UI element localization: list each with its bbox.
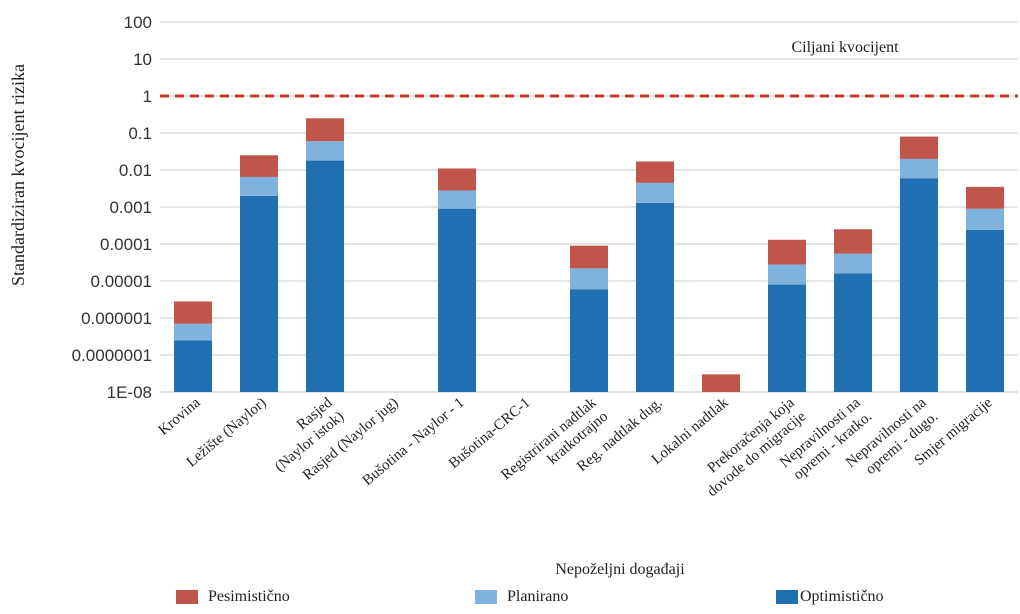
bar-pessimistic [900,136,938,159]
legend-label-planned: Planirano [507,588,569,605]
bar-optimistic [174,340,212,392]
bar-pessimistic [966,186,1004,209]
legend-label-optimistic: Optimistično [800,588,884,605]
y-tick-label: 0.00001 [91,272,152,291]
target-quotient-label: Ciljani kvocijent [791,39,899,56]
bar-planned [900,158,938,179]
bar-optimistic [240,195,278,392]
bar-pessimistic [636,161,674,183]
bar-optimistic [636,202,674,392]
bar-pessimistic [702,374,740,392]
bar-planned [240,176,278,196]
bar-pessimistic [240,155,278,177]
x-axis-label: Nepoželjni događaji [555,561,685,578]
y-tick-label: 10 [133,50,152,69]
bar-pessimistic [438,168,476,191]
legend-swatch-pessimistic [176,590,198,604]
bar-planned [174,323,212,341]
legend-item-planned: Planirano [475,588,568,606]
legend-swatch-planned [475,590,497,604]
bar-optimistic [966,229,1004,392]
bar-planned [570,268,608,290]
y-axis-label: Standardiziran kvocijent rizika [8,64,28,286]
bar-planned [966,208,1004,230]
y-tick-label: 0.1 [128,124,152,143]
bar-planned [438,190,476,209]
x-tick-label: Krovina [156,395,204,439]
y-tick-label: 0.000001 [81,309,152,328]
bar-pessimistic [768,239,806,265]
y-tick-label: 0.0000001 [72,346,152,365]
y-tick-label: 0.01 [119,161,152,180]
bar-optimistic [768,284,806,392]
bar-pessimistic [174,301,212,324]
bar-planned [306,141,344,161]
legend-swatch-optimistic [776,590,798,604]
y-tick-label: 100 [124,13,152,32]
bar-optimistic [570,289,608,392]
bar-pessimistic [834,229,872,254]
x-tick-label-line: Krovina [156,395,204,439]
bar-planned [636,182,674,203]
y-tick-label: 1 [143,87,152,106]
bar-planned [834,253,872,274]
y-tick-label: 1E-08 [107,383,152,402]
bar-optimistic [900,178,938,392]
legend-item-optimistic: Optimistično [776,588,884,606]
bar-optimistic [306,160,344,392]
y-tick-labels: 100 10 1 0.1 0.01 0.001 0.0001 0.00001 0.000001 0… [72,13,152,402]
bar-optimistic [438,208,476,392]
y-tick-label: 0.001 [109,198,152,217]
bar-pessimistic [306,118,344,142]
bars [174,118,1004,392]
bar-optimistic [834,273,872,392]
bar-pessimistic [570,245,608,269]
bar-planned [768,264,806,285]
legend-label-pessimistic: Pesimistično [208,588,290,605]
y-tick-label: 0.0001 [100,235,152,254]
legend-item-pessimistic: Pesimistično [176,588,290,606]
